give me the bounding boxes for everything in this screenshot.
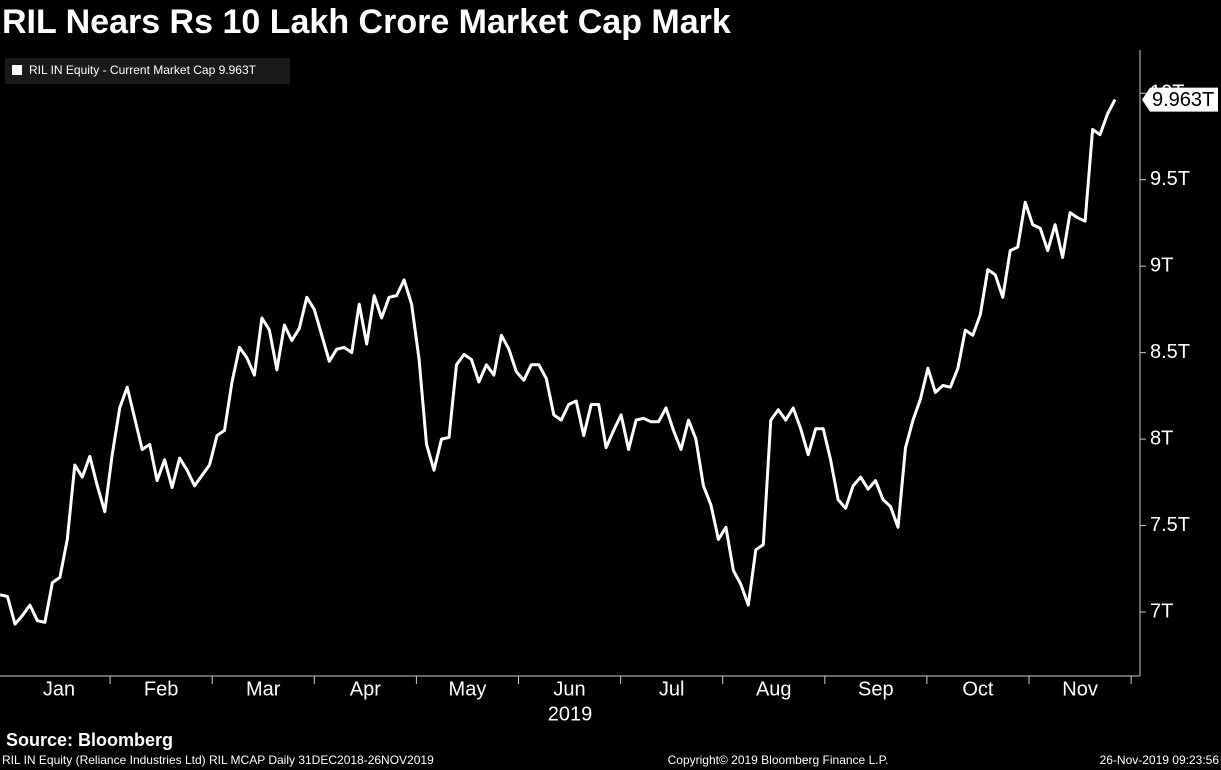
- x-tick-label: Jun: [553, 678, 585, 700]
- y-tick-label: 8T: [1150, 427, 1173, 449]
- x-tick-label: Jul: [659, 678, 685, 700]
- footer-right: 26-Nov-2019 09:23:56: [1100, 753, 1220, 767]
- y-tick-label: 9.5T: [1150, 168, 1190, 190]
- x-tick-label: Mar: [246, 678, 281, 700]
- legend-label: RIL IN Equity - Current Market Cap 9.963…: [29, 63, 257, 77]
- year-label: 2019: [548, 703, 593, 725]
- y-tick-label: 7T: [1150, 600, 1173, 622]
- last-value-box: [1142, 87, 1218, 112]
- footer-left: RIL IN Equity (Reliance Industries Ltd) …: [2, 753, 434, 767]
- line: [0, 98, 1117, 626]
- source: Source: Bloomberg: [6, 730, 173, 750]
- x-tick-label: Feb: [144, 678, 178, 700]
- y-tick-label: 8.5T: [1150, 341, 1190, 363]
- x-tick-label: Sep: [858, 678, 894, 700]
- last-value-label: 9.963T: [1152, 89, 1214, 111]
- footer-center: Copyright© 2019 Bloomberg Finance L.P.: [668, 753, 889, 767]
- x-tick-label: Oct: [962, 678, 994, 700]
- x-tick-label: Jan: [43, 678, 75, 700]
- chart-title: RIL Nears Rs 10 Lakh Crore Market Cap Ma…: [2, 3, 731, 41]
- x-tick-label: Aug: [756, 678, 792, 700]
- legend-box: [5, 58, 290, 84]
- x-tick-label: Apr: [350, 678, 381, 700]
- x-tick-label: May: [449, 678, 487, 700]
- x-tick-label: Nov: [1062, 678, 1098, 700]
- y-tick-label: 7.5T: [1150, 514, 1190, 536]
- legend-swatch: [12, 65, 22, 75]
- y-tick-label: 9T: [1150, 254, 1173, 276]
